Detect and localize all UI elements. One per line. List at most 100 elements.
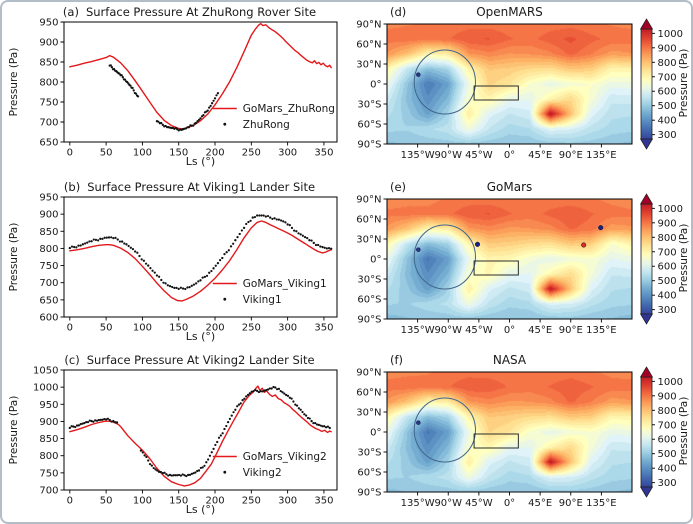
- svg-text:50: 50: [100, 496, 113, 507]
- svg-text:900: 900: [658, 391, 677, 402]
- svg-text:135°W: 135°W: [401, 325, 435, 336]
- svg-text:GoMars_Viking1: GoMars_Viking1: [243, 278, 327, 290]
- svg-text:90°E: 90°E: [559, 498, 583, 509]
- svg-text:0: 0: [67, 323, 73, 334]
- svg-text:700: 700: [39, 278, 58, 289]
- svg-text:900: 900: [658, 43, 677, 54]
- svg-text:1000: 1000: [658, 204, 683, 215]
- svg-text:700: 700: [658, 247, 677, 258]
- svg-text:1000: 1000: [33, 383, 58, 394]
- panel-e-tag: (e): [390, 180, 407, 194]
- svg-text:800: 800: [39, 451, 58, 462]
- svg-text:800: 800: [658, 233, 677, 244]
- svg-text:500: 500: [658, 101, 677, 112]
- svg-text:90°E: 90°E: [559, 150, 583, 161]
- svg-text:30°N: 30°N: [356, 235, 381, 246]
- svg-text:850: 850: [39, 227, 58, 238]
- svg-text:400: 400: [658, 116, 677, 127]
- pressure-map-d: [387, 24, 632, 144]
- svg-text:950: 950: [39, 400, 58, 411]
- svg-text:GoMars_ZhuRong: GoMars_ZhuRong: [243, 103, 335, 115]
- panel-b-title: (b) Surface Pressure At Viking1 Lander Si…: [42, 180, 337, 194]
- svg-text:100: 100: [133, 148, 152, 159]
- svg-text:90°W: 90°W: [434, 325, 462, 336]
- panel-a-zhurong-timeseries: (a) Surface Pressure At ZhuRong Rover Sit…: [2, 2, 349, 177]
- map-overlay-d: 90°N 60°N 30°N 0° 30°S 60°S 90°S 135°W 90°W 45°W 0…: [356, 18, 683, 161]
- svg-text:200: 200: [205, 148, 224, 159]
- panel-a-tag: (a): [62, 5, 79, 19]
- panel-e-title: GoMars: [486, 180, 533, 194]
- svg-text:30°S: 30°S: [357, 448, 381, 459]
- svg-text:900: 900: [39, 38, 58, 49]
- colorbar-label-d: Pressure (Pa): [678, 48, 690, 118]
- svg-text:0°: 0°: [370, 255, 381, 266]
- panel-b-xlabel: Ls (°): [185, 330, 216, 343]
- svg-text:90°N: 90°N: [356, 368, 381, 379]
- svg-text:Viking1: Viking1: [243, 294, 282, 306]
- svg-text:800: 800: [39, 78, 58, 89]
- svg-text:250: 250: [242, 148, 261, 159]
- svg-text:135°E: 135°E: [586, 150, 616, 161]
- svg-text:750: 750: [39, 261, 58, 272]
- svg-text:850: 850: [39, 434, 58, 445]
- svg-text:200: 200: [205, 323, 224, 334]
- svg-text:150: 150: [169, 496, 188, 507]
- panel-d-title: OpenMARS: [476, 5, 543, 19]
- panel-c-viking2-timeseries: (c) Surface Pressure At Viking2 Lander Si…: [2, 350, 349, 522]
- svg-text:350: 350: [314, 148, 333, 159]
- svg-text:700: 700: [658, 420, 677, 431]
- svg-text:100: 100: [133, 323, 152, 334]
- svg-text:60°S: 60°S: [357, 468, 381, 479]
- svg-text:60°N: 60°N: [356, 40, 381, 51]
- svg-text:400: 400: [658, 464, 677, 475]
- svg-text:90°N: 90°N: [356, 20, 381, 31]
- svg-text:90°W: 90°W: [434, 150, 462, 161]
- svg-text:0°: 0°: [370, 428, 381, 439]
- svg-text:350: 350: [314, 496, 333, 507]
- svg-text:0: 0: [67, 148, 73, 159]
- svg-text:500: 500: [658, 276, 677, 287]
- svg-text:800: 800: [658, 406, 677, 417]
- svg-text:ZhuRong: ZhuRong: [243, 119, 290, 131]
- pressure-map-e: [387, 199, 632, 319]
- panel-f-tag: (f): [390, 353, 404, 367]
- svg-text:150: 150: [169, 148, 188, 159]
- svg-text:650: 650: [39, 295, 58, 306]
- svg-text:800: 800: [39, 244, 58, 255]
- line-chart-b: 0 50 100 150 200 250 300 350 600 650 700 750 800 850 9…: [39, 193, 338, 334]
- panel-b-title-text: Surface Pressure At Viking1 Lander Site: [87, 180, 316, 194]
- svg-text:45°W: 45°W: [465, 498, 493, 509]
- svg-text:900: 900: [39, 210, 58, 221]
- svg-text:0°: 0°: [504, 325, 515, 336]
- svg-text:45°E: 45°E: [528, 325, 552, 336]
- svg-text:850: 850: [39, 58, 58, 69]
- svg-text:45°W: 45°W: [465, 325, 493, 336]
- svg-text:90°N: 90°N: [356, 195, 381, 206]
- svg-text:90°S: 90°S: [357, 315, 381, 326]
- svg-text:90°S: 90°S: [357, 140, 381, 151]
- svg-text:600: 600: [658, 87, 677, 98]
- colorbar-label-e: Pressure (Pa): [678, 223, 690, 293]
- svg-text:0°: 0°: [504, 498, 515, 509]
- panel-f-nasa-map: (f) NASA 90°N 60°N 30°N 0° 30°S 60°S 90°S 135°W…: [349, 350, 691, 522]
- line-chart-a: 0 50 100 150 200 250 300 350 650 700 750 800 850 900 9…: [39, 18, 338, 159]
- panel-a-xlabel: Ls (°): [185, 155, 216, 168]
- svg-text:300: 300: [278, 148, 297, 159]
- svg-text:Viking2: Viking2: [243, 467, 282, 479]
- svg-text:45°E: 45°E: [528, 150, 552, 161]
- svg-text:650: 650: [39, 138, 58, 149]
- svg-text:60°S: 60°S: [357, 120, 381, 131]
- svg-text:GoMars_Viking2: GoMars_Viking2: [243, 451, 327, 463]
- svg-text:750: 750: [39, 468, 58, 479]
- panel-e-gomars-map: (e) GoMars 90°N 60°N 30°N 0° 30°S 60°S 90°S 135…: [349, 177, 691, 350]
- svg-text:150: 150: [169, 323, 188, 334]
- svg-text:300: 300: [278, 323, 297, 334]
- panel-a-title: (a) Surface Pressure At ZhuRong Rover Sit…: [42, 5, 337, 19]
- svg-text:300: 300: [658, 478, 677, 489]
- svg-text:90°E: 90°E: [559, 325, 583, 336]
- map-overlay-e: 90°N 60°N 30°N 0° 30°S 60°S 90°S 135°W 90°W 45°W 0…: [356, 193, 683, 336]
- panel-b-viking1-timeseries: (b) Surface Pressure At Viking1 Lander Si…: [2, 177, 349, 350]
- panel-d-tag: (d): [390, 5, 407, 19]
- panel-b-tag: (b): [63, 180, 81, 194]
